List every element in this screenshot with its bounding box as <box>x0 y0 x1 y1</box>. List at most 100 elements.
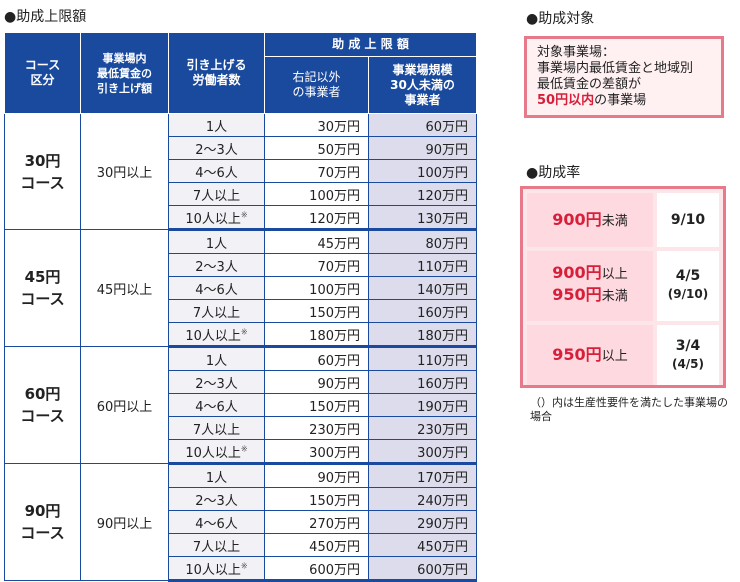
rate-condition: 950円以上 <box>527 325 653 385</box>
rate-threshold: 950円 <box>552 345 602 364</box>
limit-other-cell: 90万円 <box>264 370 369 394</box>
workers-label: 2～3人 <box>195 142 238 158</box>
limit-other-cell: 70万円 <box>264 253 369 277</box>
workers-label: 7人以上 <box>192 539 241 555</box>
rate-value-productivity: (4/5) <box>671 357 705 371</box>
table-row: 2～3人 50万円 90万円 <box>5 136 477 160</box>
workers-cell: 1人 <box>168 463 265 488</box>
target-line1: 対象事業場： <box>537 45 616 60</box>
table-row: 7人以上 150万円 160万円 <box>5 299 477 323</box>
target-limit-highlight: 50円以内 <box>537 93 595 108</box>
target-box: 対象事業場： 事業場内最低賃金と地域別 最低賃金の差額が 50円以内の事業場 <box>524 36 724 118</box>
workers-label: 2～3人 <box>195 493 238 509</box>
limit-small-cell: 180万円 <box>368 322 477 348</box>
workers-cell: 4～6人 <box>168 510 265 534</box>
rate-value: 4/5 (9/10) <box>657 251 719 321</box>
rate-row: 950円以上 3/4 (4/5) <box>523 325 723 385</box>
limit-small-cell: 60万円 <box>368 113 477 137</box>
workers-label: 7人以上 <box>192 305 241 321</box>
header-workers: 引き上げる 労働者数 <box>168 32 265 114</box>
limit-other-cell: 270万円 <box>264 510 369 534</box>
rate-condition: 900円未満 <box>527 193 653 247</box>
limit-small-cell: 130万円 <box>368 205 477 231</box>
wage-increase-cell: 90円以上 <box>80 463 169 581</box>
limit-small-cell: 100万円 <box>368 159 477 183</box>
rate-condition: 900円以上 950円未満 <box>527 251 653 321</box>
workers-label: 10人以上 <box>185 562 241 578</box>
workers-label: 1人 <box>205 119 228 135</box>
workers-cell: 10人以上※ <box>168 556 265 582</box>
workers-label: 2～3人 <box>195 376 238 392</box>
limit-small-cell: 450万円 <box>368 533 477 557</box>
rate-row: 900円以上 950円未満 4/5 (9/10) <box>523 251 723 321</box>
workers-cell: 7人以上 <box>168 416 265 440</box>
workers-label: 4～6人 <box>195 516 238 532</box>
table-row: 30円 コース 30円以上 1人 30万円 60万円 <box>4 113 477 230</box>
workers-cell: 10人以上※ <box>168 322 265 348</box>
table-row: 60円 コース 60円以上 1人 60万円 110万円 <box>4 346 477 464</box>
limits-body: 30円 コース 30円以上 1人 30万円 60万円 2～3人 50万円 90万円 4～6人 70… <box>4 113 477 582</box>
limit-small-cell: 110万円 <box>368 346 477 371</box>
table-row: 2～3人 70万円 110万円 <box>5 253 477 277</box>
limit-small-cell: 80万円 <box>368 229 477 254</box>
workers-cell: 1人 <box>168 346 265 371</box>
workers-cell: 7人以上 <box>168 533 265 557</box>
workers-cell: 10人以上※ <box>168 205 265 231</box>
limit-small-cell: 160万円 <box>368 370 477 394</box>
limit-small-cell: 600万円 <box>368 556 477 582</box>
limit-other-cell: 100万円 <box>264 182 369 206</box>
limit-other-cell: 180万円 <box>264 322 369 348</box>
rate-threshold-suffix: 未満 <box>601 214 628 229</box>
table-row: 90円 コース 90円以上 1人 90万円 170万円 <box>4 463 477 581</box>
rate-value: 3/4 (4/5) <box>657 325 719 385</box>
limit-other-cell: 150万円 <box>264 299 369 323</box>
subsidy-limit-table: コース 区分 事業場内 最低賃金の 引き上げ額 引き上げる 労働者数 助 成 上… <box>4 31 477 582</box>
table-row: 4～6人 100万円 140万円 <box>5 276 477 300</box>
table-row: 10人以上※ 120万円 130万円 <box>5 205 477 231</box>
course-cell: 60円 コース <box>4 346 81 464</box>
workers-label: 7人以上 <box>192 422 241 438</box>
limit-small-cell: 140万円 <box>368 276 477 300</box>
note-mark: ※ <box>240 444 248 454</box>
workers-label: 4～6人 <box>195 399 238 415</box>
limit-small-cell: 240万円 <box>368 487 477 511</box>
workers-cell: 4～6人 <box>168 393 265 417</box>
header-other: 右記以外 の事業者 <box>264 56 369 114</box>
limit-other-cell: 230万円 <box>264 416 369 440</box>
limit-small-cell: 290万円 <box>368 510 477 534</box>
workers-cell: 7人以上 <box>168 182 265 206</box>
target-line3: 最低賃金の差額が <box>537 77 642 92</box>
workers-label: 4～6人 <box>195 282 238 298</box>
rate-threshold-suffix: 未満 <box>601 289 628 304</box>
note-mark: ※ <box>240 561 248 571</box>
workers-label: 4～6人 <box>195 165 238 181</box>
table-row: 2～3人 90万円 160万円 <box>5 370 477 394</box>
workers-cell: 7人以上 <box>168 299 265 323</box>
workers-cell: 1人 <box>168 113 265 137</box>
limit-other-cell: 150万円 <box>264 393 369 417</box>
rate-value-main: 4/5 <box>675 268 701 284</box>
limit-other-cell: 45万円 <box>264 229 369 254</box>
table-row: 7人以上 450万円 450万円 <box>5 533 477 557</box>
note-mark: ※ <box>240 327 248 337</box>
workers-label: 7人以上 <box>192 188 241 204</box>
workers-cell: 2～3人 <box>168 136 265 160</box>
workers-cell: 4～6人 <box>168 276 265 300</box>
header-small: 事業場規模 30人未満の 事業者 <box>368 56 477 114</box>
limit-small-cell: 110万円 <box>368 253 477 277</box>
header-wage: 事業場内 最低賃金の 引き上げ額 <box>80 32 169 114</box>
limit-other-cell: 450万円 <box>264 533 369 557</box>
workers-label: 1人 <box>205 353 228 369</box>
workers-label: 10人以上 <box>185 445 241 461</box>
limit-other-cell: 50万円 <box>264 136 369 160</box>
workers-label: 10人以上 <box>185 211 241 227</box>
course-cell: 45円 コース <box>4 229 81 347</box>
workers-label: 1人 <box>205 470 228 486</box>
target-line2: 事業場内最低賃金と地域別 <box>537 61 694 76</box>
target-line4-rest: の事業場 <box>594 93 647 108</box>
rate-value: 9/10 <box>657 193 719 247</box>
rate-threshold: 900円 <box>552 263 602 282</box>
table-row: 10人以上※ 300万円 300万円 <box>5 439 477 465</box>
table-row: 10人以上※ 600万円 600万円 <box>5 556 477 582</box>
rate-value-productivity: (9/10) <box>667 287 709 301</box>
